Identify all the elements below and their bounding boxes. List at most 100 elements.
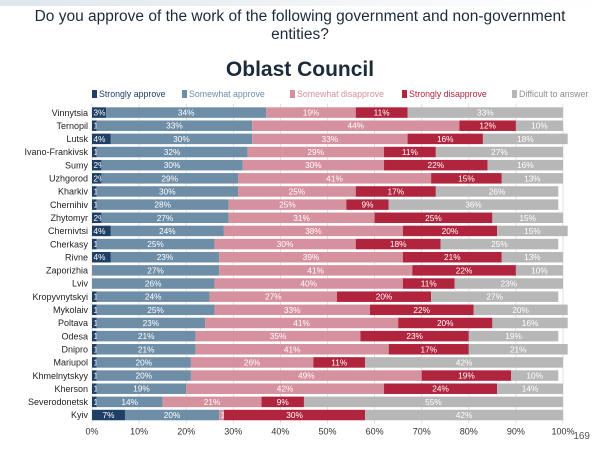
- bar-segment: [223, 225, 403, 237]
- data-label: 20%: [437, 318, 454, 328]
- data-label: 10%: [531, 121, 548, 131]
- x-tick-label: 60%: [366, 427, 384, 437]
- bar-segment: [110, 133, 253, 145]
- category-label: Sumy: [65, 160, 89, 170]
- data-label: 32%: [164, 147, 181, 157]
- x-tick-label: 30%: [224, 427, 242, 437]
- data-label: 15%: [458, 173, 475, 183]
- bar-segment: [492, 317, 568, 329]
- data-label: 24%: [145, 292, 162, 302]
- data-label: 25%: [289, 186, 306, 196]
- data-label: 30%: [277, 239, 294, 249]
- category-label: Odesa: [61, 331, 88, 341]
- data-label: 41%: [293, 318, 310, 328]
- data-label: 2%: [94, 213, 107, 223]
- data-label: 16%: [517, 160, 534, 170]
- data-label: 11%: [374, 108, 391, 118]
- bar-segment: [96, 120, 253, 131]
- bar-segment: [96, 330, 196, 342]
- data-label: 34%: [178, 108, 195, 118]
- bar-segment: [214, 278, 403, 289]
- bar-segment: [92, 330, 97, 342]
- bar-segment: [96, 291, 210, 302]
- data-label: 26%: [145, 279, 162, 289]
- data-label: 20%: [136, 371, 153, 381]
- bar-segment: [92, 225, 111, 237]
- bar-segment: [92, 265, 220, 276]
- data-label: 40%: [300, 279, 317, 289]
- bar-segment: [497, 383, 563, 394]
- bar-segment: [360, 330, 469, 342]
- bar-segment: [92, 383, 97, 394]
- bar-segment: [92, 133, 111, 145]
- legend-swatch: [402, 90, 407, 98]
- bar-segment: [96, 304, 215, 316]
- x-tick-label: 20%: [177, 427, 195, 437]
- data-label: 14%: [121, 397, 138, 407]
- category-label: Khmelnytskyy: [32, 371, 88, 381]
- bar-segment: [96, 186, 239, 197]
- data-label: 23%: [501, 279, 518, 289]
- legend-swatch: [512, 90, 517, 98]
- bar-segment: [219, 251, 403, 263]
- data-label: 23%: [406, 331, 423, 341]
- data-label: 20%: [136, 357, 153, 367]
- bar-segment: [190, 357, 314, 368]
- data-label: 29%: [307, 147, 324, 157]
- bar-segment: [92, 304, 97, 316]
- category-label: Poltava: [58, 318, 88, 328]
- x-tick-label: 0%: [85, 427, 98, 437]
- bar-segment: [214, 238, 356, 250]
- data-label: 55%: [425, 397, 442, 407]
- page-title: Do you approve of the work of the follow…: [34, 8, 566, 43]
- data-label: 30%: [286, 410, 303, 420]
- data-label: 49%: [298, 371, 315, 381]
- data-label: 36%: [465, 200, 482, 210]
- bar-segment: [92, 251, 111, 263]
- category-label: Uzhgorod: [49, 174, 88, 184]
- category-label: Cherkasy: [50, 239, 89, 249]
- data-label: 25%: [147, 239, 164, 249]
- data-label: 19%: [133, 384, 150, 394]
- x-tick-label: 50%: [318, 427, 336, 437]
- bar-segment: [92, 173, 102, 184]
- data-label: 10%: [531, 265, 548, 275]
- bar-segment: [435, 146, 563, 158]
- bar-segment: [407, 133, 483, 145]
- bar-segment: [388, 199, 559, 210]
- bar-segment: [374, 212, 493, 224]
- bar-segment: [355, 238, 441, 250]
- bar-segment: [92, 357, 97, 368]
- data-label: 27%: [157, 213, 174, 223]
- legend-label: Somewhat disapprove: [297, 89, 384, 99]
- bar-segment: [398, 317, 493, 329]
- data-label: 30%: [159, 186, 176, 196]
- bar-segment: [186, 383, 385, 394]
- legend-label: Strongly approve: [99, 89, 166, 99]
- bar-segment: [515, 120, 563, 131]
- data-label: 21%: [204, 397, 221, 407]
- bar-segment: [195, 330, 361, 342]
- bar-segment: [336, 291, 432, 302]
- x-tick-label: 10%: [130, 427, 148, 437]
- bar-segment: [346, 199, 389, 210]
- data-label: 25%: [279, 200, 296, 210]
- data-label: 11%: [402, 147, 419, 157]
- data-label: 23%: [143, 318, 160, 328]
- category-label: Kyiv: [71, 410, 89, 420]
- category-label: Zaporizhia: [46, 266, 88, 276]
- category-label: Chernivtsi: [48, 226, 88, 236]
- data-label: 31%: [293, 213, 310, 223]
- data-label: 26%: [244, 357, 261, 367]
- data-label: 42%: [456, 410, 473, 420]
- data-label: 44%: [347, 121, 364, 131]
- bar-segment: [92, 370, 97, 381]
- bar-segment: [228, 199, 347, 210]
- data-label: 41%: [326, 173, 343, 183]
- bar-segment: [96, 146, 248, 158]
- bar-segment: [96, 344, 196, 355]
- bar-segment: [92, 291, 97, 302]
- category-label: Lutsk: [66, 134, 88, 144]
- data-label: 23%: [157, 252, 174, 262]
- x-tick-label: 70%: [413, 427, 431, 437]
